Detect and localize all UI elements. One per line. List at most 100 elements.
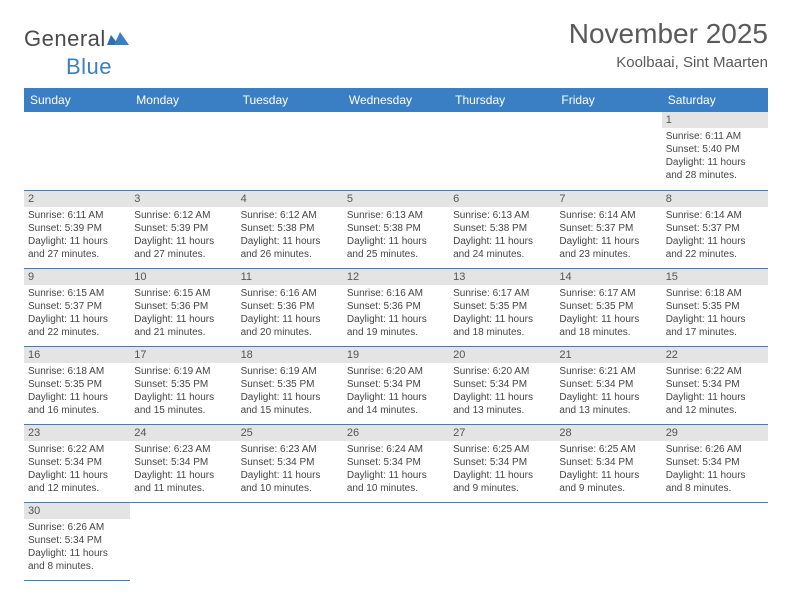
- daylight-line-2: and 13 minutes.: [453, 404, 551, 417]
- day-number: 21: [555, 347, 661, 363]
- day-cell: 11Sunrise: 6:16 AMSunset: 5:36 PMDayligh…: [237, 268, 343, 346]
- sunrise-line: Sunrise: 6:22 AM: [28, 443, 126, 456]
- day-number: 10: [130, 269, 236, 285]
- day-number: [662, 503, 768, 519]
- empty-cell: [237, 502, 343, 580]
- daylight-line-1: Daylight: 11 hours: [453, 313, 551, 326]
- daylight-line-1: Daylight: 11 hours: [347, 391, 445, 404]
- day-details: Sunrise: 6:19 AMSunset: 5:35 PMDaylight:…: [130, 363, 236, 419]
- sunset-line: Sunset: 5:35 PM: [453, 300, 551, 313]
- day-details: Sunrise: 6:12 AMSunset: 5:38 PMDaylight:…: [237, 207, 343, 263]
- daylight-line-1: Daylight: 11 hours: [347, 313, 445, 326]
- day-number: [237, 112, 343, 128]
- title-block: November 2025 Koolbaai, Sint Maarten: [569, 18, 768, 71]
- day-details: Sunrise: 6:15 AMSunset: 5:36 PMDaylight:…: [130, 285, 236, 341]
- day-number: [130, 503, 236, 519]
- daylight-line-2: and 28 minutes.: [666, 169, 764, 182]
- day-details: Sunrise: 6:11 AMSunset: 5:40 PMDaylight:…: [662, 128, 768, 184]
- day-cell: 9Sunrise: 6:15 AMSunset: 5:37 PMDaylight…: [24, 268, 130, 346]
- daylight-line-1: Daylight: 11 hours: [666, 469, 764, 482]
- day-number: 5: [343, 191, 449, 207]
- sunrise-line: Sunrise: 6:24 AM: [347, 443, 445, 456]
- day-number: 9: [24, 269, 130, 285]
- day-details: Sunrise: 6:23 AMSunset: 5:34 PMDaylight:…: [237, 441, 343, 497]
- sunrise-line: Sunrise: 6:13 AM: [347, 209, 445, 222]
- sunset-line: Sunset: 5:34 PM: [559, 378, 657, 391]
- day-cell: 26Sunrise: 6:24 AMSunset: 5:34 PMDayligh…: [343, 424, 449, 502]
- day-cell: 19Sunrise: 6:20 AMSunset: 5:34 PMDayligh…: [343, 346, 449, 424]
- calendar-page: GeneralBlue November 2025 Koolbaai, Sint…: [0, 0, 792, 581]
- daylight-line-2: and 22 minutes.: [666, 248, 764, 261]
- daylight-line-2: and 12 minutes.: [28, 482, 126, 495]
- sunset-line: Sunset: 5:36 PM: [347, 300, 445, 313]
- sunset-line: Sunset: 5:37 PM: [28, 300, 126, 313]
- day-details: Sunrise: 6:26 AMSunset: 5:34 PMDaylight:…: [662, 441, 768, 497]
- day-number: [449, 112, 555, 128]
- day-number: 15: [662, 269, 768, 285]
- daylight-line-1: Daylight: 11 hours: [559, 391, 657, 404]
- daylight-line-1: Daylight: 11 hours: [559, 235, 657, 248]
- week-row: 2Sunrise: 6:11 AMSunset: 5:39 PMDaylight…: [24, 190, 768, 268]
- day-details: Sunrise: 6:15 AMSunset: 5:37 PMDaylight:…: [24, 285, 130, 341]
- day-cell: 29Sunrise: 6:26 AMSunset: 5:34 PMDayligh…: [662, 424, 768, 502]
- logo-flag-icon: [107, 26, 129, 52]
- daylight-line-2: and 27 minutes.: [134, 248, 232, 261]
- sunrise-line: Sunrise: 6:16 AM: [241, 287, 339, 300]
- daylight-line-1: Daylight: 11 hours: [28, 391, 126, 404]
- day-number: 3: [130, 191, 236, 207]
- day-cell: 15 Sunrise: 6:18 AMSunset: 5:35 PMDayligh…: [662, 268, 768, 346]
- day-cell: 8Sunrise: 6:14 AMSunset: 5:37 PMDaylight…: [662, 190, 768, 268]
- dayname-header: Tuesday: [237, 88, 343, 112]
- empty-cell: [130, 502, 236, 580]
- dayname-header: Saturday: [662, 88, 768, 112]
- week-row: 9Sunrise: 6:15 AMSunset: 5:37 PMDaylight…: [24, 268, 768, 346]
- day-number: 19: [343, 347, 449, 363]
- sunset-line: Sunset: 5:40 PM: [666, 143, 764, 156]
- sunrise-line: Sunrise: 6:18 AM: [666, 287, 764, 300]
- day-details: Sunrise: 6:12 AMSunset: 5:39 PMDaylight:…: [130, 207, 236, 263]
- daylight-line-2: and 16 minutes.: [28, 404, 126, 417]
- day-cell: 16Sunrise: 6:18 AMSunset: 5:35 PMDayligh…: [24, 346, 130, 424]
- day-number: 6: [449, 191, 555, 207]
- sunrise-line: Sunrise: 6:12 AM: [134, 209, 232, 222]
- daylight-line-1: Daylight: 11 hours: [453, 469, 551, 482]
- day-number: [24, 112, 130, 128]
- daylight-line-1: Daylight: 11 hours: [241, 313, 339, 326]
- day-cell: 20Sunrise: 6:20 AMSunset: 5:34 PMDayligh…: [449, 346, 555, 424]
- day-details: Sunrise: 6:14 AMSunset: 5:37 PMDaylight:…: [662, 207, 768, 263]
- day-details: Sunrise: 6:14 AMSunset: 5:37 PMDaylight:…: [555, 207, 661, 263]
- day-cell: 24Sunrise: 6:23 AMSunset: 5:34 PMDayligh…: [130, 424, 236, 502]
- day-details: Sunrise: 6:22 AMSunset: 5:34 PMDaylight:…: [662, 363, 768, 419]
- day-cell: 7Sunrise: 6:14 AMSunset: 5:37 PMDaylight…: [555, 190, 661, 268]
- day-cell: 1Sunrise: 6:11 AMSunset: 5:40 PMDaylight…: [662, 112, 768, 190]
- daylight-line-2: and 27 minutes.: [28, 248, 126, 261]
- empty-cell: [662, 502, 768, 580]
- sunset-line: Sunset: 5:34 PM: [28, 456, 126, 469]
- day-number: 25: [237, 425, 343, 441]
- day-details: Sunrise: 6:24 AMSunset: 5:34 PMDaylight:…: [343, 441, 449, 497]
- sunrise-line: Sunrise: 6:16 AM: [347, 287, 445, 300]
- daylight-line-2: and 13 minutes.: [559, 404, 657, 417]
- sunrise-line: Sunrise: 6:23 AM: [241, 443, 339, 456]
- sunrise-line: Sunrise: 6:20 AM: [453, 365, 551, 378]
- sunset-line: Sunset: 5:34 PM: [559, 456, 657, 469]
- sunset-line: Sunset: 5:35 PM: [666, 300, 764, 313]
- daylight-line-1: Daylight: 11 hours: [666, 313, 764, 326]
- day-cell: 5Sunrise: 6:13 AMSunset: 5:38 PMDaylight…: [343, 190, 449, 268]
- empty-cell: [449, 502, 555, 580]
- day-number: 24: [130, 425, 236, 441]
- daylight-line-2: and 10 minutes.: [347, 482, 445, 495]
- daylight-line-2: and 14 minutes.: [347, 404, 445, 417]
- sunset-line: Sunset: 5:35 PM: [559, 300, 657, 313]
- daylight-line-2: and 26 minutes.: [241, 248, 339, 261]
- sunrise-line: Sunrise: 6:11 AM: [666, 130, 764, 143]
- header: GeneralBlue November 2025 Koolbaai, Sint…: [24, 18, 768, 80]
- empty-cell: [24, 112, 130, 190]
- day-cell: 12Sunrise: 6:16 AMSunset: 5:36 PMDayligh…: [343, 268, 449, 346]
- daylight-line-2: and 19 minutes.: [347, 326, 445, 339]
- sunrise-line: Sunrise: 6:22 AM: [666, 365, 764, 378]
- daylight-line-2: and 8 minutes.: [666, 482, 764, 495]
- dayname-header: Friday: [555, 88, 661, 112]
- sunset-line: Sunset: 5:39 PM: [134, 222, 232, 235]
- day-number: [555, 112, 661, 128]
